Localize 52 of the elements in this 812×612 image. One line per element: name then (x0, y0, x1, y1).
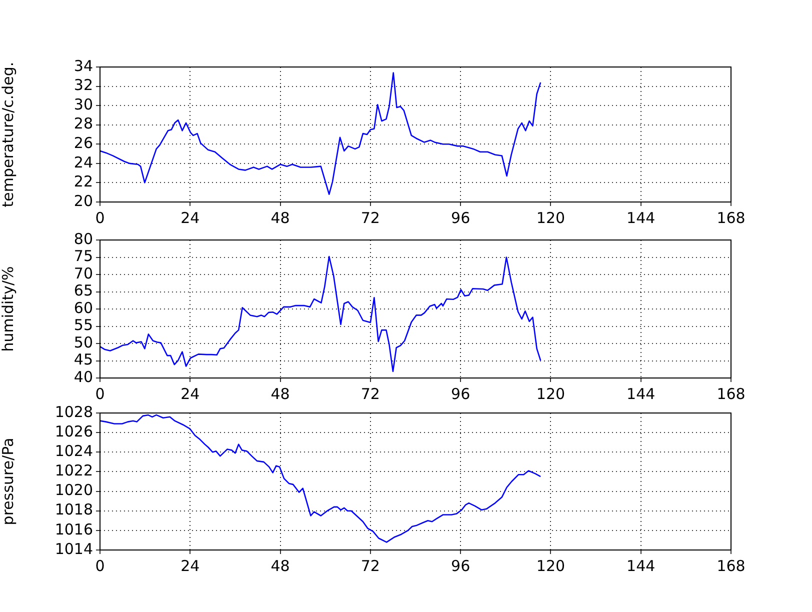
y-tick-label: 30 (74, 95, 93, 114)
x-tick-label: 48 (270, 384, 290, 403)
x-tick-label: 0 (95, 208, 105, 227)
x-tick-label: 96 (451, 384, 470, 403)
x-tick-label: 72 (360, 556, 380, 575)
x-tick-label: 24 (180, 384, 200, 403)
y-tick-label: 50 (74, 333, 93, 352)
y-tick-label: 1028 (54, 402, 93, 421)
y-tick-label: 65 (74, 282, 93, 300)
y-tick-label: 1026 (54, 422, 93, 440)
y-tick-label: 1024 (54, 442, 93, 460)
x-tick-label: 144 (626, 208, 656, 227)
y-axis-title: humidity/% (0, 266, 17, 352)
y-axis-title: temperature/c.deg. (0, 62, 17, 208)
y-tick-label: 34 (74, 56, 93, 75)
y-tick-label: 80 (74, 230, 93, 248)
x-tick-label: 120 (536, 208, 566, 227)
y-tick-label: 20 (74, 192, 93, 210)
x-tick-label: 48 (270, 556, 290, 575)
y-tick-label: 24 (74, 153, 93, 172)
y-axis-title: pressure/Pa (0, 438, 17, 526)
x-tick-label: 144 (626, 384, 656, 403)
y-tick-label: 1022 (54, 462, 93, 480)
x-tick-label: 0 (95, 556, 105, 575)
y-tick-label: 1018 (54, 500, 93, 519)
x-tick-label: 48 (270, 208, 290, 227)
x-tick-label: 120 (536, 384, 566, 403)
x-tick-label: 0 (95, 384, 105, 403)
x-tick-label: 168 (716, 208, 746, 227)
y-tick-label: 40 (74, 368, 93, 386)
y-tick-label: 1014 (54, 540, 93, 558)
x-tick-label: 72 (360, 208, 380, 227)
x-tick-label: 24 (180, 556, 200, 575)
y-tick-label: 60 (74, 298, 93, 317)
y-tick-label: 32 (74, 76, 93, 94)
y-tick-label: 26 (74, 134, 93, 152)
y-tick-label: 1020 (54, 481, 93, 500)
x-tick-label: 144 (626, 556, 656, 575)
x-tick-label: 72 (360, 384, 380, 403)
y-tick-label: 70 (74, 264, 93, 282)
y-tick-label: 1016 (54, 520, 93, 538)
x-tick-label: 168 (716, 384, 746, 403)
x-tick-label: 168 (716, 556, 746, 575)
x-tick-label: 96 (451, 208, 470, 227)
y-tick-label: 75 (74, 247, 93, 266)
y-tick-label: 28 (74, 114, 93, 133)
x-tick-label: 24 (180, 208, 200, 227)
y-tick-label: 55 (74, 316, 93, 334)
y-tick-label: 45 (74, 350, 93, 369)
x-tick-label: 120 (536, 556, 566, 575)
x-tick-label: 96 (451, 556, 470, 575)
y-tick-label: 22 (74, 172, 93, 191)
